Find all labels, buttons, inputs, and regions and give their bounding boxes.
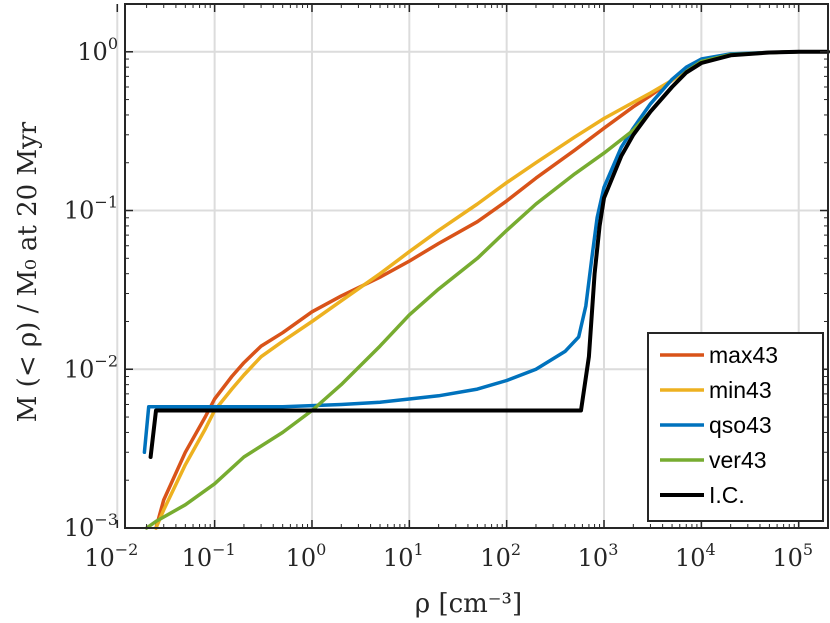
y-axis-label: M (< ρ) / M₀ at 20 Myr [13, 121, 43, 422]
x-tick-label: 101 [383, 540, 424, 572]
x-tick-label: 103 [578, 540, 619, 572]
x-tick-label: 104 [675, 540, 716, 572]
x-tick-label: 100 [286, 540, 327, 572]
legend-label: max43 [709, 342, 778, 368]
ticks [116, 3, 829, 529]
y-tick-label: 100 [77, 34, 118, 66]
x-axis-label: ρ [cm⁻³] [415, 589, 522, 619]
legend-box [647, 332, 824, 522]
y-tick-label: 10−2 [64, 351, 118, 383]
legend-label: qso43 [709, 412, 772, 438]
y-tick-label: 10−1 [64, 193, 118, 225]
y-tick-label: 10−3 [64, 510, 118, 542]
legend-label: I.C. [709, 482, 745, 508]
series-line-qso43 [142, 50, 830, 455]
plot-frame [124, 3, 829, 529]
x-tick-label: 10−2 [84, 540, 138, 572]
x-tick-label: 105 [772, 540, 813, 572]
legend: max43 min43 qso43 ver43 I.C. [647, 332, 824, 522]
tick-labels: 10−210−110010110210310410510610010−110−2… [64, 34, 813, 572]
series-line-ic [148, 49, 830, 459]
x-tick-label: 102 [480, 540, 521, 572]
series-layer [142, 49, 830, 530]
x-tick-label: 10−1 [182, 540, 236, 572]
legend-label: ver43 [709, 447, 767, 473]
legend-label: min43 [709, 377, 772, 403]
